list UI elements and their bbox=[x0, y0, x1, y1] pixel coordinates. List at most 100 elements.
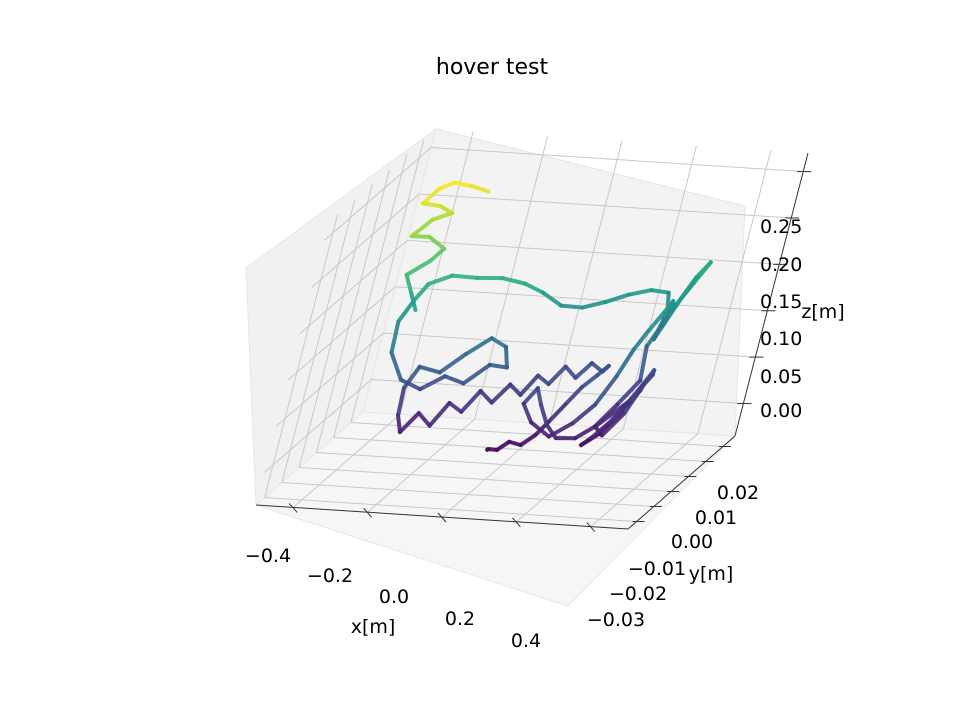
floor-grid-line bbox=[264, 497, 637, 522]
x-tick-mark bbox=[363, 507, 372, 518]
tick-labels: −0.4 −0.2 0.0 0.2 0.4 −0.03 −0.02 −0.01 … bbox=[245, 216, 802, 652]
floor-grid-line bbox=[367, 418, 475, 513]
trajectory-segment bbox=[589, 361, 605, 374]
floor-grid-line bbox=[299, 467, 672, 492]
trajectory-segment bbox=[570, 402, 598, 426]
trajectory-segment bbox=[478, 388, 494, 405]
right-pane-grid-line bbox=[548, 140, 623, 425]
trajectory-segment bbox=[508, 382, 523, 397]
trajectory-segment bbox=[626, 372, 655, 404]
x-tick-mark bbox=[288, 503, 298, 513]
trajectory-segment bbox=[651, 321, 667, 342]
trajectory-segment bbox=[518, 433, 538, 447]
x-tick-mark bbox=[512, 517, 521, 528]
trajectory-segment bbox=[409, 290, 418, 312]
trajectory-segment bbox=[416, 411, 432, 428]
trajectory-segment bbox=[461, 362, 492, 386]
x-axis-label: x[m] bbox=[351, 616, 396, 638]
trajectory-segment bbox=[563, 364, 578, 380]
trajectory-segment bbox=[396, 413, 402, 435]
z-tick-label: 0.20 bbox=[760, 254, 802, 276]
trajectory-segment bbox=[546, 421, 575, 439]
trajectory-segment bbox=[427, 400, 452, 428]
y-tick-label: 0.02 bbox=[717, 482, 759, 504]
left-pane-grid-line bbox=[298, 184, 373, 468]
trajectory-segment bbox=[572, 423, 599, 441]
chart-title: hover test bbox=[436, 55, 549, 80]
trajectory-segment bbox=[593, 374, 619, 407]
trajectory-segment bbox=[559, 303, 585, 310]
trajectory-segment bbox=[489, 382, 513, 405]
z-axis-line bbox=[734, 152, 809, 437]
trajectory-segment bbox=[426, 273, 455, 286]
trajectory-segment bbox=[614, 347, 636, 379]
trajectory-segment bbox=[420, 186, 442, 206]
trajectory-segment bbox=[521, 386, 540, 406]
x-tick-label: −0.2 bbox=[307, 565, 353, 587]
right-pane-grid-line bbox=[407, 239, 780, 265]
trajectory-segment bbox=[437, 351, 469, 375]
left-pane-grid-line bbox=[311, 193, 420, 288]
trajectory-segment bbox=[578, 435, 594, 448]
trajectory-segment bbox=[518, 373, 541, 397]
floor-grid-line bbox=[316, 452, 689, 477]
trajectory-segment bbox=[500, 276, 528, 286]
y-tick-label: 0.00 bbox=[671, 531, 713, 553]
trajectory-segment bbox=[450, 273, 480, 280]
y-tick-label: 0.01 bbox=[695, 507, 737, 529]
right-pane-grid-line bbox=[399, 131, 474, 415]
trajectory-segment bbox=[546, 402, 568, 424]
floor-grid-line bbox=[516, 428, 624, 523]
right-pane-grid-line bbox=[395, 286, 768, 312]
trajectory-segment bbox=[428, 246, 447, 263]
x-tick-mark bbox=[437, 512, 447, 523]
trajectory-segment bbox=[412, 281, 431, 303]
trajectory-segment bbox=[389, 350, 403, 382]
trajectory-segment bbox=[447, 400, 464, 414]
left-pane-grid-line bbox=[264, 379, 372, 473]
trajectory-segment bbox=[396, 298, 417, 324]
floor-grid-line bbox=[281, 482, 654, 507]
right-pane-grid-line bbox=[622, 145, 697, 429]
trajectory-segment bbox=[631, 328, 651, 352]
trajectory-segment bbox=[404, 272, 414, 295]
trajectory-segment bbox=[594, 399, 631, 428]
trajectory-segment bbox=[459, 388, 483, 414]
x-tick-label: 0.4 bbox=[511, 630, 541, 652]
trajectory-segment bbox=[438, 204, 455, 216]
right-pane-grid-line bbox=[419, 193, 792, 219]
z-tick-label: 0.15 bbox=[760, 291, 802, 313]
right-pane-grid-line bbox=[697, 150, 772, 434]
trajectory-segment bbox=[674, 274, 699, 307]
trajectory-segment bbox=[489, 336, 509, 349]
left-pane-grid-line bbox=[333, 154, 408, 438]
trajectory-segment bbox=[646, 311, 666, 333]
trajectory-segment bbox=[523, 281, 545, 295]
trajectory bbox=[389, 180, 713, 452]
y-tick-label: −0.01 bbox=[628, 558, 686, 580]
left-pane-grid-line bbox=[315, 169, 390, 453]
trajectory-segment bbox=[409, 217, 435, 239]
trajectory-segment bbox=[470, 184, 491, 194]
trajectory-segment bbox=[535, 386, 543, 407]
left-pane-grid-line bbox=[287, 286, 396, 381]
trajectory-segment bbox=[603, 292, 631, 305]
trajectory-segment bbox=[529, 420, 551, 439]
trajectory-segment bbox=[615, 378, 643, 407]
y-tick-label: −0.02 bbox=[609, 583, 667, 605]
floor-grid-line bbox=[292, 414, 401, 508]
right-pane-grid-line bbox=[474, 136, 549, 420]
trajectory-segment bbox=[580, 300, 608, 310]
x-tick-label: −0.4 bbox=[245, 545, 291, 567]
trajectory-segment bbox=[538, 402, 549, 427]
right-pane-grid-line bbox=[431, 147, 804, 173]
y-tick-label: −0.03 bbox=[587, 609, 645, 631]
left-pane-grid-line bbox=[281, 199, 356, 483]
trajectory-segment bbox=[494, 439, 512, 452]
trajectory-segment bbox=[649, 288, 671, 295]
left-pane-grid-line bbox=[276, 332, 384, 427]
floor-grid-line bbox=[333, 437, 706, 462]
trajectory-segment bbox=[540, 290, 564, 308]
trajectory-segment bbox=[573, 361, 594, 380]
trajectory-segment bbox=[430, 211, 455, 222]
